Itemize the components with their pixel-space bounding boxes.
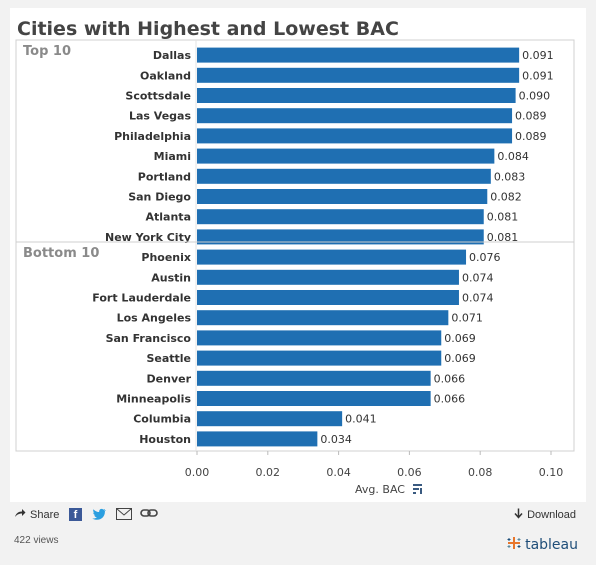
category-label: New York City (105, 231, 191, 244)
facebook-button[interactable]: f (69, 508, 82, 521)
category-label: Seattle (146, 352, 191, 365)
bar (197, 431, 318, 447)
link-button[interactable] (140, 508, 158, 521)
group-label: Top 10 (23, 44, 71, 59)
email-icon (116, 508, 132, 523)
bar (197, 350, 442, 366)
data-label: 0.083 (494, 170, 526, 183)
tableau-cross-icon (506, 535, 522, 555)
data-label: 0.074 (462, 292, 494, 305)
twitter-icon (92, 508, 107, 524)
data-label: 0.090 (519, 90, 551, 103)
chart-frame (15, 39, 575, 452)
category-label: Fort Lauderdale (92, 292, 191, 305)
category-label: Scottsdale (125, 90, 191, 103)
download-arrow-icon (514, 508, 523, 522)
viz-container: Cities with Highest and Lowest BAC Top 1… (10, 8, 586, 502)
bar (197, 209, 484, 225)
sort-icon (413, 492, 416, 494)
tableau-logo[interactable]: tableau (506, 535, 578, 555)
bar (197, 108, 513, 124)
chart-title: Cities with Highest and Lowest BAC (17, 18, 399, 40)
data-label: 0.089 (515, 130, 547, 143)
data-label: 0.074 (462, 271, 494, 284)
category-label: Houston (139, 433, 191, 446)
data-label: 0.082 (490, 191, 522, 204)
bar (197, 310, 449, 326)
data-label: 0.081 (487, 231, 519, 244)
x-axis-label: Avg. BAC (355, 483, 405, 496)
views-count: 422 views (14, 535, 59, 546)
share-label: Share (30, 508, 60, 521)
data-label: 0.071 (451, 312, 483, 325)
x-tick-label: 0.10 (539, 466, 564, 479)
category-label: San Diego (128, 191, 191, 204)
share-arrow-icon (14, 508, 26, 521)
email-button[interactable] (116, 508, 132, 523)
x-tick-label: 0.08 (468, 466, 493, 479)
category-label: Philadelphia (114, 130, 191, 143)
bar (197, 411, 343, 427)
data-label: 0.091 (522, 69, 554, 82)
bar (197, 88, 516, 103)
x-tick-label: 0.06 (397, 466, 422, 479)
category-label: Portland (138, 170, 191, 183)
bar (197, 370, 431, 386)
group-label: Bottom 10 (23, 246, 99, 261)
bar-chart: Top 10 Dallas 0.091 Oakland 0.091 Scottsdale 0… (15, 39, 575, 496)
facebook-icon: f (69, 508, 82, 521)
bar (197, 168, 491, 184)
data-label: 0.034 (320, 433, 352, 446)
data-label: 0.089 (515, 110, 547, 123)
bar (197, 290, 459, 305)
category-label: Miami (154, 150, 191, 163)
category-label: Columbia (133, 413, 191, 426)
bar (197, 47, 520, 63)
x-tick-label: 0.00 (185, 466, 210, 479)
bar (197, 330, 442, 346)
data-label: 0.076 (469, 251, 501, 264)
category-label: Denver (147, 372, 192, 385)
x-tick-label: 0.04 (326, 466, 351, 479)
bar (197, 67, 520, 83)
bar (197, 229, 484, 245)
category-label: Los Angeles (117, 312, 192, 325)
data-label: 0.081 (487, 211, 519, 224)
data-label: 0.069 (444, 352, 476, 365)
download-label: Download (527, 509, 576, 521)
category-label: Atlanta (146, 211, 191, 224)
twitter-button[interactable] (92, 508, 107, 524)
bar (197, 269, 459, 285)
brand-label: tableau (525, 537, 578, 553)
x-tick-label: 0.02 (256, 466, 281, 479)
data-label: 0.066 (434, 372, 466, 385)
bar (197, 148, 495, 164)
data-label: 0.066 (434, 393, 466, 406)
category-label: Oakland (140, 69, 191, 82)
download-button[interactable]: Download (514, 508, 576, 522)
sort-icon (420, 488, 422, 494)
category-label: Dallas (153, 49, 192, 62)
bar (197, 391, 431, 406)
link-icon (140, 508, 158, 521)
bar (197, 128, 513, 144)
data-label: 0.091 (522, 49, 554, 62)
bar (197, 249, 467, 265)
sort-icon (413, 484, 422, 486)
toolbar: Share f Download (10, 505, 586, 525)
data-label: 0.084 (497, 150, 529, 163)
share-button[interactable]: Share (14, 508, 59, 521)
category-label: San Francisco (106, 332, 192, 345)
data-label: 0.069 (444, 332, 476, 345)
data-label: 0.041 (345, 413, 377, 426)
category-label: Austin (151, 271, 191, 284)
bar (197, 189, 488, 204)
category-label: Minneapolis (116, 393, 191, 406)
category-label: Phoenix (141, 251, 191, 264)
category-label: Las Vegas (129, 110, 191, 123)
sort-icon (413, 488, 419, 490)
